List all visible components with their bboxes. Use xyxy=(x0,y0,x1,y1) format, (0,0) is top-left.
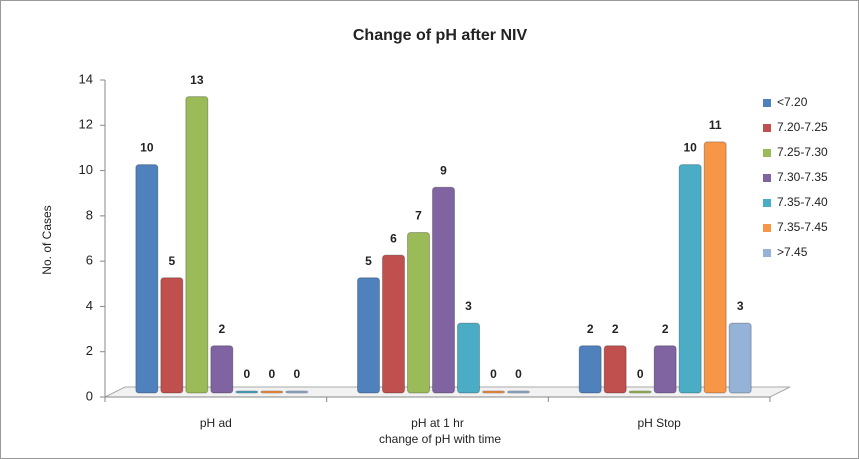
legend-swatch xyxy=(763,174,771,182)
data-label: 5 xyxy=(365,254,372,268)
bar xyxy=(507,390,530,394)
data-label: 0 xyxy=(293,367,300,381)
y-tick-label: 2 xyxy=(86,343,93,358)
bar xyxy=(728,322,752,394)
bar xyxy=(432,186,455,394)
legend-swatch xyxy=(763,124,771,132)
data-label: 13 xyxy=(190,73,204,87)
bar xyxy=(382,254,405,394)
data-label: 0 xyxy=(268,367,275,381)
legend-label: <7.20 xyxy=(777,95,808,109)
y-tick-label: 0 xyxy=(86,388,93,403)
bar xyxy=(603,345,627,394)
data-label: 0 xyxy=(515,367,522,381)
data-label: 9 xyxy=(440,163,447,177)
data-label: 2 xyxy=(662,322,669,336)
data-label: 10 xyxy=(140,141,154,155)
bar xyxy=(210,345,234,394)
y-tick-label: 14 xyxy=(79,71,93,86)
bar xyxy=(235,390,259,394)
data-label: 0 xyxy=(490,367,497,381)
data-label: 6 xyxy=(390,231,397,245)
data-label: 7 xyxy=(415,209,422,223)
bar xyxy=(482,390,505,394)
data-label: 3 xyxy=(737,299,744,313)
x-axis-label: change of pH with time xyxy=(379,432,501,446)
bar xyxy=(653,345,677,394)
legend-label: 7.35-7.45 xyxy=(777,220,828,234)
bar xyxy=(160,277,184,394)
y-tick-label: 4 xyxy=(86,298,93,313)
bar xyxy=(457,322,480,394)
x-tick-label: pH at 1 hr xyxy=(411,416,464,430)
bar xyxy=(357,277,380,394)
legend-swatch xyxy=(763,149,771,157)
data-label: 2 xyxy=(612,322,619,336)
data-label: 2 xyxy=(587,322,594,336)
bar xyxy=(185,96,209,394)
data-label: 0 xyxy=(637,367,644,381)
bar xyxy=(135,164,159,394)
y-tick-label: 10 xyxy=(79,162,93,177)
data-label: 3 xyxy=(465,299,472,313)
legend-label: 7.30-7.35 xyxy=(777,170,828,184)
bar xyxy=(260,390,284,394)
bar xyxy=(285,390,309,394)
data-label: 10 xyxy=(683,141,697,155)
y-tick-label: 8 xyxy=(86,207,93,222)
legend-label: 7.35-7.40 xyxy=(777,195,828,209)
data-label: 0 xyxy=(243,367,250,381)
legend-swatch xyxy=(763,224,771,232)
x-tick-label: pH Stop xyxy=(637,416,681,430)
legend-swatch xyxy=(763,99,771,107)
legend-swatch xyxy=(763,249,771,257)
y-tick-label: 12 xyxy=(79,117,93,132)
bar xyxy=(703,141,727,394)
chart-title: Change of pH after NIV xyxy=(353,27,528,44)
bar xyxy=(678,164,702,394)
legend-label: >7.45 xyxy=(777,245,808,259)
bar xyxy=(407,232,430,394)
data-label: 5 xyxy=(168,254,175,268)
legend-label: 7.20-7.25 xyxy=(777,120,828,134)
data-label: 2 xyxy=(218,322,225,336)
y-tick-label: 6 xyxy=(86,253,93,268)
bar xyxy=(578,345,602,394)
x-tick-label: pH ad xyxy=(200,416,232,430)
bar xyxy=(628,390,652,394)
data-label: 11 xyxy=(709,118,722,132)
legend-swatch xyxy=(763,199,771,207)
legend-label: 7.25-7.30 xyxy=(777,145,828,159)
y-axis-label: No. of Cases xyxy=(40,205,54,274)
